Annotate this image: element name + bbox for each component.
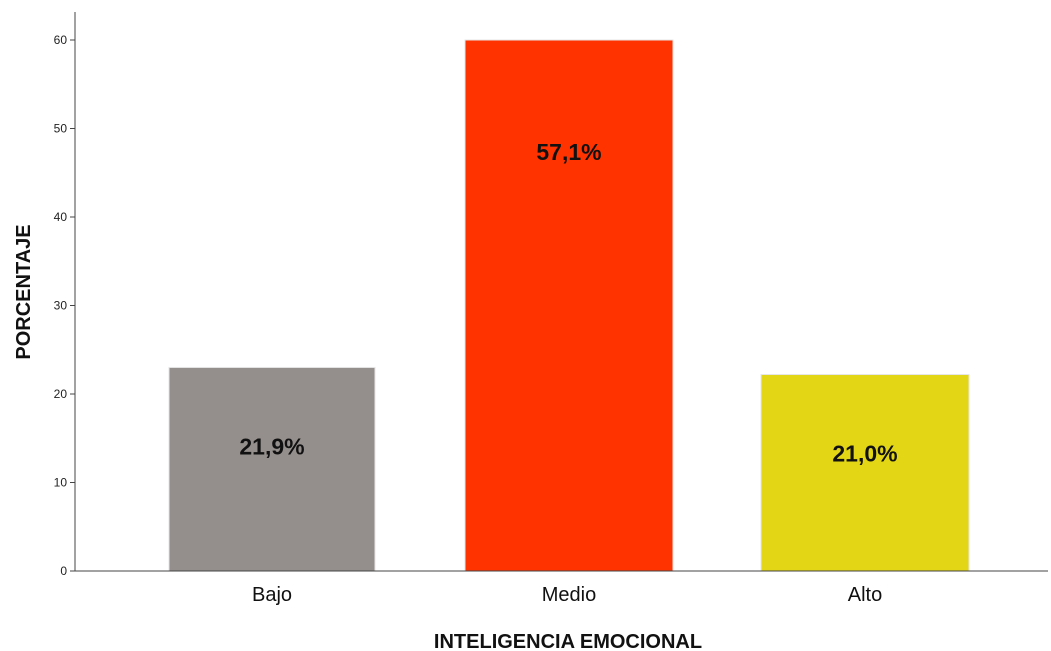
data-label-bajo: 21,9% bbox=[239, 433, 304, 459]
x-axis-title: INTELIGENCIA EMOCIONAL bbox=[434, 631, 702, 651]
y-tick-label: 0 bbox=[60, 564, 67, 578]
y-tick-label: 40 bbox=[54, 210, 68, 224]
category-label-alto: Alto bbox=[848, 584, 882, 606]
data-label-alto: 21,0% bbox=[832, 441, 897, 467]
bars bbox=[168, 39, 970, 572]
y-tick-label: 60 bbox=[54, 33, 68, 47]
y-tick-label: 10 bbox=[54, 476, 68, 490]
category-label-bajo: Bajo bbox=[252, 584, 292, 606]
y-axis-ticks: 0 10 20 30 40 50 60 bbox=[54, 33, 75, 578]
y-axis-title: PORCENTAJE bbox=[13, 224, 35, 359]
bar-alto bbox=[760, 374, 970, 572]
category-label-medio: Medio bbox=[542, 584, 596, 606]
y-tick-label: 50 bbox=[54, 122, 68, 136]
data-label-medio: 57,1% bbox=[536, 139, 601, 165]
bar-bajo bbox=[168, 366, 376, 572]
y-tick-label: 30 bbox=[54, 299, 68, 313]
y-tick-label: 20 bbox=[54, 387, 68, 401]
category-labels: Bajo Medio Alto bbox=[252, 584, 882, 606]
bar-medio bbox=[464, 39, 674, 572]
data-labels: 21,9% 57,1% 21,0% bbox=[239, 139, 897, 467]
